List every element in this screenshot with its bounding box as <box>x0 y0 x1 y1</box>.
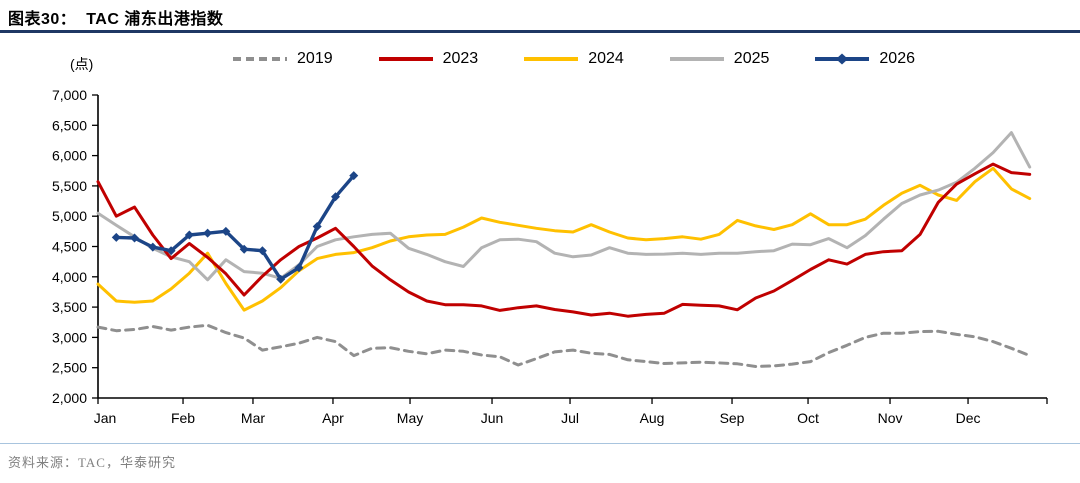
series-line-2024 <box>96 166 1032 312</box>
y-tick-label: 6,000 <box>52 148 87 164</box>
series-marker-2026 <box>330 192 340 202</box>
series-line-2019 <box>96 323 1032 368</box>
legend-item-2025: 2025 <box>668 50 770 68</box>
y-tick-label: 4,000 <box>52 269 87 285</box>
x-tick-label: Jul <box>561 410 579 426</box>
y-tick-label: 3,500 <box>52 299 87 315</box>
legend-label-2024: 2024 <box>588 50 624 67</box>
x-tick-label: Jun <box>481 410 504 426</box>
x-tick-label: Jan <box>94 410 117 426</box>
x-tick-label: Aug <box>640 410 665 426</box>
chart-legend: 2019 2023 2024 2025 2026 <box>98 50 1048 68</box>
series-marker-2026 <box>239 244 249 254</box>
legend-item-2023: 2023 <box>377 50 479 68</box>
series-marker-2026 <box>166 246 176 256</box>
series-marker-2026 <box>203 228 213 238</box>
series-marker-2026 <box>111 232 121 242</box>
y-tick-label: 4,500 <box>52 239 87 255</box>
legend-swatch-2024 <box>524 57 579 61</box>
series-marker-2026 <box>276 274 286 284</box>
footer-separator <box>0 443 1080 444</box>
series-marker-2026 <box>130 233 140 243</box>
y-tick-label: 2,000 <box>52 390 87 406</box>
x-tick-label: Dec <box>956 410 981 426</box>
x-tick-label: May <box>397 410 423 426</box>
y-tick-label: 5,000 <box>52 208 87 224</box>
legend-swatch-2023 <box>378 57 433 61</box>
series-marker-2026 <box>294 263 304 273</box>
y-tick-label: 6,500 <box>52 117 87 133</box>
x-tick-label: Sep <box>720 410 745 426</box>
series-marker-2026 <box>221 226 231 236</box>
legend-item-2024: 2024 <box>522 50 624 68</box>
legend-label-2019: 2019 <box>297 50 333 67</box>
x-tick-label: Feb <box>171 410 195 426</box>
x-tick-label: Mar <box>241 410 265 426</box>
legend-label-2023: 2023 <box>442 50 479 67</box>
legend-swatch-2025 <box>669 57 724 61</box>
y-axis-unit-label: (点) <box>70 56 94 72</box>
legend-label-2026: 2026 <box>879 50 915 67</box>
x-tick-label: Oct <box>797 410 819 426</box>
series-marker-2026 <box>349 171 359 181</box>
figure-title: 图表30： TAC 浦东出港指数 <box>8 11 224 28</box>
series-marker-2026 <box>312 222 322 232</box>
legend-swatch-2026 <box>815 53 870 65</box>
series-line-2023 <box>96 162 1032 318</box>
legend-swatch-2019 <box>233 57 288 61</box>
y-tick-label: 3,000 <box>52 329 87 345</box>
axis-spines <box>97 95 1047 399</box>
x-tick-label: Nov <box>878 410 903 426</box>
series-marker-2026 <box>184 230 194 240</box>
legend-item-2026: 2026 <box>813 50 915 68</box>
source-note: 资料来源：TAC，华泰研究 <box>8 455 176 470</box>
title-underline <box>0 30 1080 33</box>
x-tick-label: Apr <box>322 410 344 426</box>
line-chart: 2,000 2,500 3,000 3,500 4,000 4,500 5,000 5,500… <box>52 87 1048 426</box>
y-tick-label: 7,000 <box>52 87 87 103</box>
legend-item-2019: 2019 <box>231 50 333 68</box>
y-tick-label: 5,500 <box>52 178 87 194</box>
series-marker-2026 <box>257 246 267 256</box>
series-line-2025 <box>96 131 1032 282</box>
series-marker-2026 <box>148 242 158 252</box>
legend-label-2025: 2025 <box>733 50 770 67</box>
y-tick-label: 2,500 <box>52 360 87 376</box>
